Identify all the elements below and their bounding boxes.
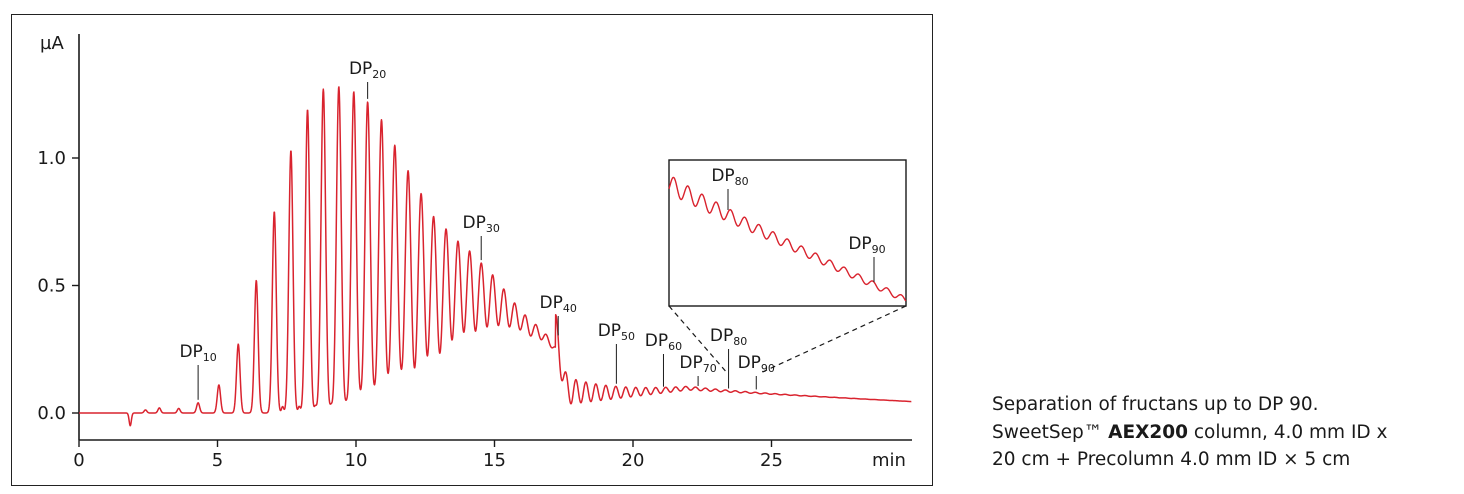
series-line: [78, 86, 912, 427]
dp70-label-base: DP: [679, 353, 702, 373]
chart-marks: [78, 86, 912, 427]
dp40-label-base: DP: [540, 293, 563, 313]
axes: µA 0.0 0.5 1.0 0 5 10 15 20 25 min: [37, 33, 912, 471]
figure-caption: Separation of fructans up to DP 90. Swee…: [992, 391, 1452, 474]
inset-dp80-label: DP80: [711, 166, 748, 188]
caption-line-2-post: column, 4.0 mm ID x: [1187, 421, 1388, 443]
dp20-label-base: DP: [349, 59, 372, 79]
inset-dp80-label-base: DP: [711, 166, 734, 186]
inset-link-right: [760, 305, 907, 374]
caption-line-3: 20 cm + Precolumn 4.0 mm ID × 5 cm: [992, 449, 1351, 470]
x-tick-label: 25: [760, 450, 783, 471]
caption-line-1: Separation of fructans up to DP 90.: [992, 394, 1319, 415]
dp90-label-sub: 90: [761, 362, 775, 375]
dp60-label-base: DP: [645, 331, 668, 351]
inset-series-line: [668, 176, 907, 302]
dp50-label-sub: 50: [621, 330, 635, 343]
inset-dp90-label-base: DP: [848, 234, 871, 254]
inset-frame: [668, 159, 907, 307]
dp10-label-sub: 10: [203, 351, 217, 364]
inset-dp80-label-sub: 80: [735, 175, 749, 188]
y-axis-label: µA: [40, 33, 64, 54]
x-tick-label: 10: [345, 450, 368, 471]
dp80-label: DP80: [710, 326, 747, 348]
dp80-label-base: DP: [710, 326, 733, 346]
dp30-label-sub: 30: [486, 222, 500, 235]
caption-line-2-bold: AEX200: [1108, 421, 1188, 443]
dp30-label-base: DP: [463, 213, 486, 233]
dp50-label-base: DP: [598, 321, 621, 341]
x-tick-label: 0: [73, 450, 84, 471]
y-tick-label: 0.5: [37, 276, 66, 297]
y-tick-label: 1.0: [37, 148, 66, 169]
dp90-label-base: DP: [738, 353, 761, 373]
dp60-label-sub: 60: [668, 340, 682, 353]
inset-dp90-label-sub: 90: [872, 243, 886, 256]
dp30-label: DP30: [463, 213, 500, 235]
x-tick-label: 5: [212, 450, 223, 471]
dp40-label: DP40: [540, 293, 577, 315]
dp80-label-sub: 80: [733, 335, 747, 348]
inset-dp90-label: DP90: [848, 234, 885, 256]
dp10-label: DP10: [179, 342, 216, 364]
dp20-label-sub: 20: [372, 68, 386, 81]
dp50-label: DP50: [598, 321, 635, 343]
y-tick-label: 0.0: [37, 403, 66, 424]
x-tick-label: 15: [483, 450, 506, 471]
dp40-label-sub: 40: [563, 302, 577, 315]
x-tick-label: 20: [622, 450, 645, 471]
dp20-label: DP20: [349, 59, 386, 81]
caption-line-2-pre: SweetSep™: [992, 421, 1109, 443]
dp70-label-sub: 70: [703, 362, 717, 375]
inset-link-left: [668, 305, 728, 374]
x-axis-label: min: [872, 450, 906, 471]
dp10-label-base: DP: [179, 342, 202, 362]
chart-frame: [11, 14, 933, 486]
chromatogram-chart: µA0.00.51.00 5 10 15 20 25 min DP10DP20DP30DP4…: [37, 33, 912, 471]
dp60-label: DP60: [645, 331, 682, 353]
dp90-label: DP90: [738, 353, 775, 375]
dp70-label: DP70: [679, 353, 716, 375]
caption-line-2: SweetSep™ AEX200 column, 4.0 mm ID x: [992, 419, 1452, 447]
